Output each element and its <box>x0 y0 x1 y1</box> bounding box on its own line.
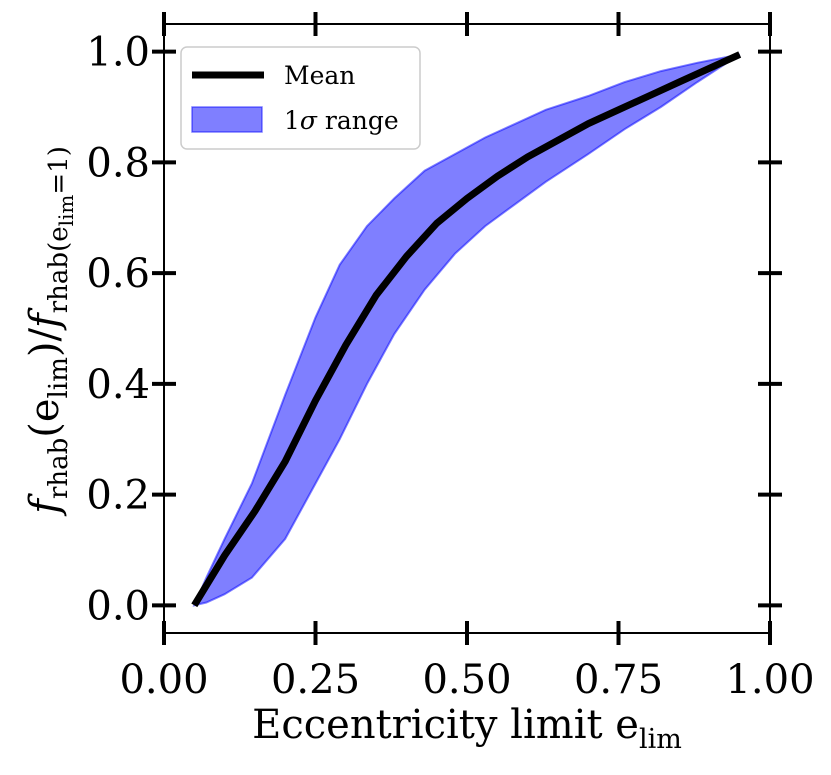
legend-band-swatch <box>191 106 263 133</box>
x-axis-label-sub: lim <box>639 724 682 755</box>
mean-line <box>191 51 742 608</box>
y-tick-label: 0.4 <box>86 362 150 408</box>
legend-mean-label: Mean <box>284 61 355 90</box>
y-tick-label: 0.6 <box>86 251 150 297</box>
legend: Mean 1σ range <box>180 46 421 150</box>
x-tick-labels: 0.00 0.25 0.50 0.75 1.00 <box>119 657 814 703</box>
y-tick-labels: 0.0 0.2 0.4 0.6 0.8 1.0 <box>86 30 150 630</box>
x-tick-label: 0.50 <box>422 657 511 703</box>
x-tick-label: 0.00 <box>119 657 208 703</box>
tick-layer <box>152 12 782 645</box>
line-layer <box>191 51 742 608</box>
x-tick-label: 0.25 <box>271 657 360 703</box>
y-tick-label: 1.0 <box>86 30 150 76</box>
y-tick-label: 0.2 <box>86 473 150 519</box>
x-tick-label: 0.75 <box>574 657 663 703</box>
y-tick-label: 0.8 <box>86 140 150 186</box>
x-tick-label: 1.00 <box>725 657 814 703</box>
x-axis-label: Eccentricity limit elim <box>252 702 682 755</box>
y-tick-label: 0.0 <box>86 583 150 629</box>
y-axis-label: frhab(elim)/frhab(elim=1) <box>22 146 78 517</box>
legend-band-label: 1σ range <box>284 106 399 135</box>
